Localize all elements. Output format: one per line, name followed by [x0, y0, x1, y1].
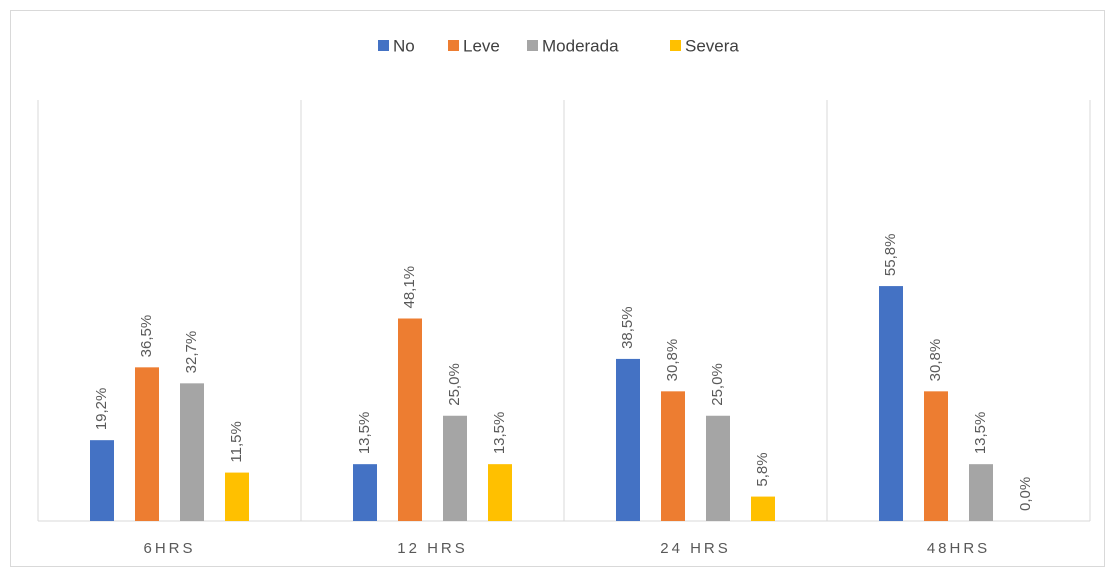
data-label: 11,5%: [228, 421, 245, 462]
data-label: 0,0%: [1017, 477, 1034, 511]
bar: [924, 391, 948, 521]
x-tick-label: 12 HRS: [397, 540, 468, 557]
data-label: 25,0%: [446, 363, 463, 406]
bar: [443, 415, 467, 521]
bar: [353, 464, 377, 521]
data-label: 5,8%: [754, 452, 771, 486]
bar: [751, 496, 775, 521]
data-label: 13,5%: [491, 412, 508, 455]
x-tick-label: 48HRS: [927, 540, 990, 557]
bar: [879, 286, 903, 521]
bar: [969, 464, 993, 521]
data-label: 30,8%: [927, 339, 944, 382]
data-label: 32,7%: [183, 331, 200, 374]
bar: [661, 391, 685, 521]
bar: [398, 318, 422, 521]
data-label: 19,2%: [93, 388, 110, 431]
bar: [90, 440, 114, 521]
data-label: 30,8%: [664, 339, 681, 382]
data-label: 48,1%: [401, 266, 418, 309]
legend-swatch: [527, 40, 538, 51]
legend-label: No: [393, 36, 415, 55]
x-tick-label: 24 HRS: [660, 540, 731, 557]
bar: [706, 415, 730, 521]
data-label: 38,5%: [619, 306, 636, 349]
data-label: 36,5%: [138, 315, 155, 358]
legend-label: Moderada: [542, 36, 619, 55]
x-tick-label: 6HRS: [143, 540, 195, 557]
data-label: 13,5%: [972, 412, 989, 455]
bar: [488, 464, 512, 521]
data-label: 25,0%: [709, 363, 726, 406]
bar: [616, 358, 640, 521]
bar: [225, 472, 249, 521]
bar: [135, 367, 159, 521]
legend-swatch: [448, 40, 459, 51]
legend-swatch: [670, 40, 681, 51]
data-label: 13,5%: [356, 412, 373, 455]
legend-label: Severa: [685, 36, 739, 55]
bar: [180, 383, 204, 521]
legend-label: Leve: [463, 36, 500, 55]
data-label: 55,8%: [882, 234, 899, 277]
legend-swatch: [378, 40, 389, 51]
